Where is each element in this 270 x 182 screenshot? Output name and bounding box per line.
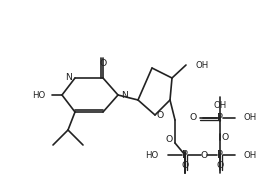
- Text: P: P: [182, 150, 188, 160]
- Text: HO: HO: [145, 151, 158, 159]
- Text: O: O: [216, 161, 224, 171]
- Text: O: O: [181, 161, 189, 171]
- Text: HO: HO: [32, 90, 45, 100]
- Text: OH: OH: [244, 114, 257, 122]
- Text: N: N: [121, 90, 128, 100]
- Text: P: P: [217, 150, 223, 160]
- Text: OH: OH: [196, 60, 209, 70]
- Text: O: O: [190, 114, 197, 122]
- Text: O: O: [99, 58, 107, 68]
- Text: OH: OH: [244, 151, 257, 159]
- Text: O: O: [221, 132, 229, 141]
- Text: O: O: [165, 134, 173, 143]
- Text: N: N: [65, 74, 72, 82]
- Text: O: O: [156, 110, 164, 120]
- Text: O: O: [200, 151, 208, 159]
- Text: OH: OH: [213, 100, 227, 110]
- Text: P: P: [217, 113, 223, 123]
